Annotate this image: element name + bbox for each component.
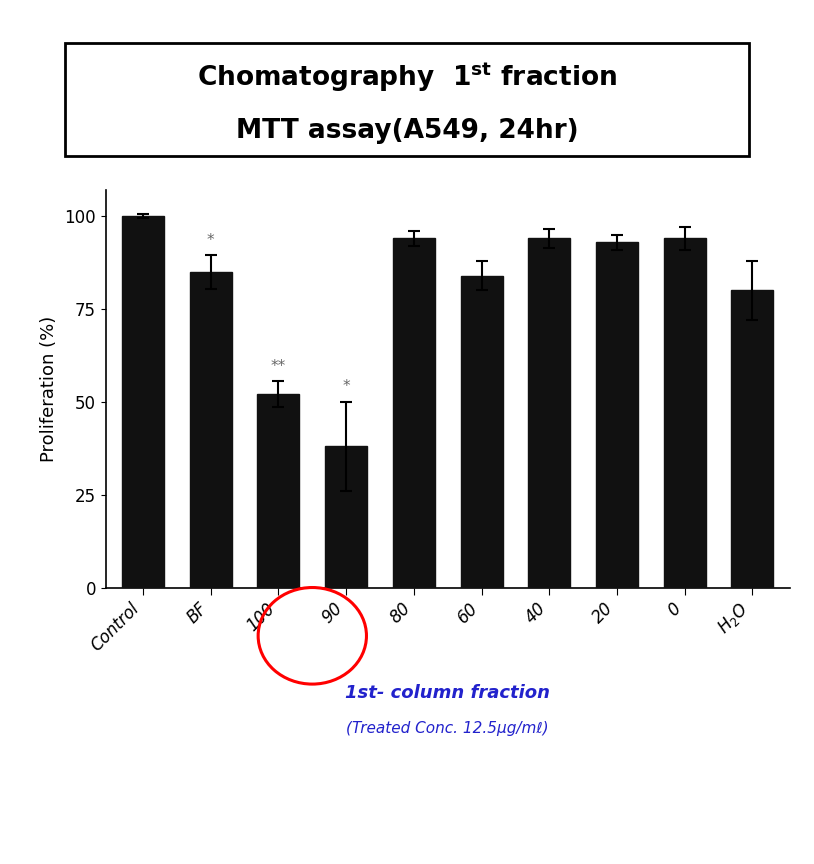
Bar	[461, 276, 502, 588]
Bar	[190, 272, 232, 588]
FancyBboxPatch shape	[65, 43, 749, 156]
Bar	[528, 238, 571, 588]
Y-axis label: Proliferation (%): Proliferation (%)	[40, 315, 58, 462]
Bar	[122, 216, 164, 588]
Bar	[393, 238, 435, 588]
Text: MTT assay(A549, 24hr): MTT assay(A549, 24hr)	[236, 118, 578, 143]
Text: Chomatography  1$\mathbf{^{st}}$ fraction: Chomatography 1$\mathbf{^{st}}$ fraction	[197, 60, 617, 94]
Text: (Treated Conc. 12.5μg/mℓ): (Treated Conc. 12.5μg/mℓ)	[347, 721, 549, 736]
Bar	[596, 242, 638, 588]
Bar	[325, 447, 367, 588]
Bar	[731, 290, 773, 588]
Text: 1st- column fraction: 1st- column fraction	[345, 684, 550, 702]
Bar	[663, 238, 706, 588]
Text: *: *	[343, 379, 350, 394]
Text: **: **	[271, 359, 286, 374]
Bar	[257, 394, 300, 588]
Text: *: *	[207, 232, 215, 248]
